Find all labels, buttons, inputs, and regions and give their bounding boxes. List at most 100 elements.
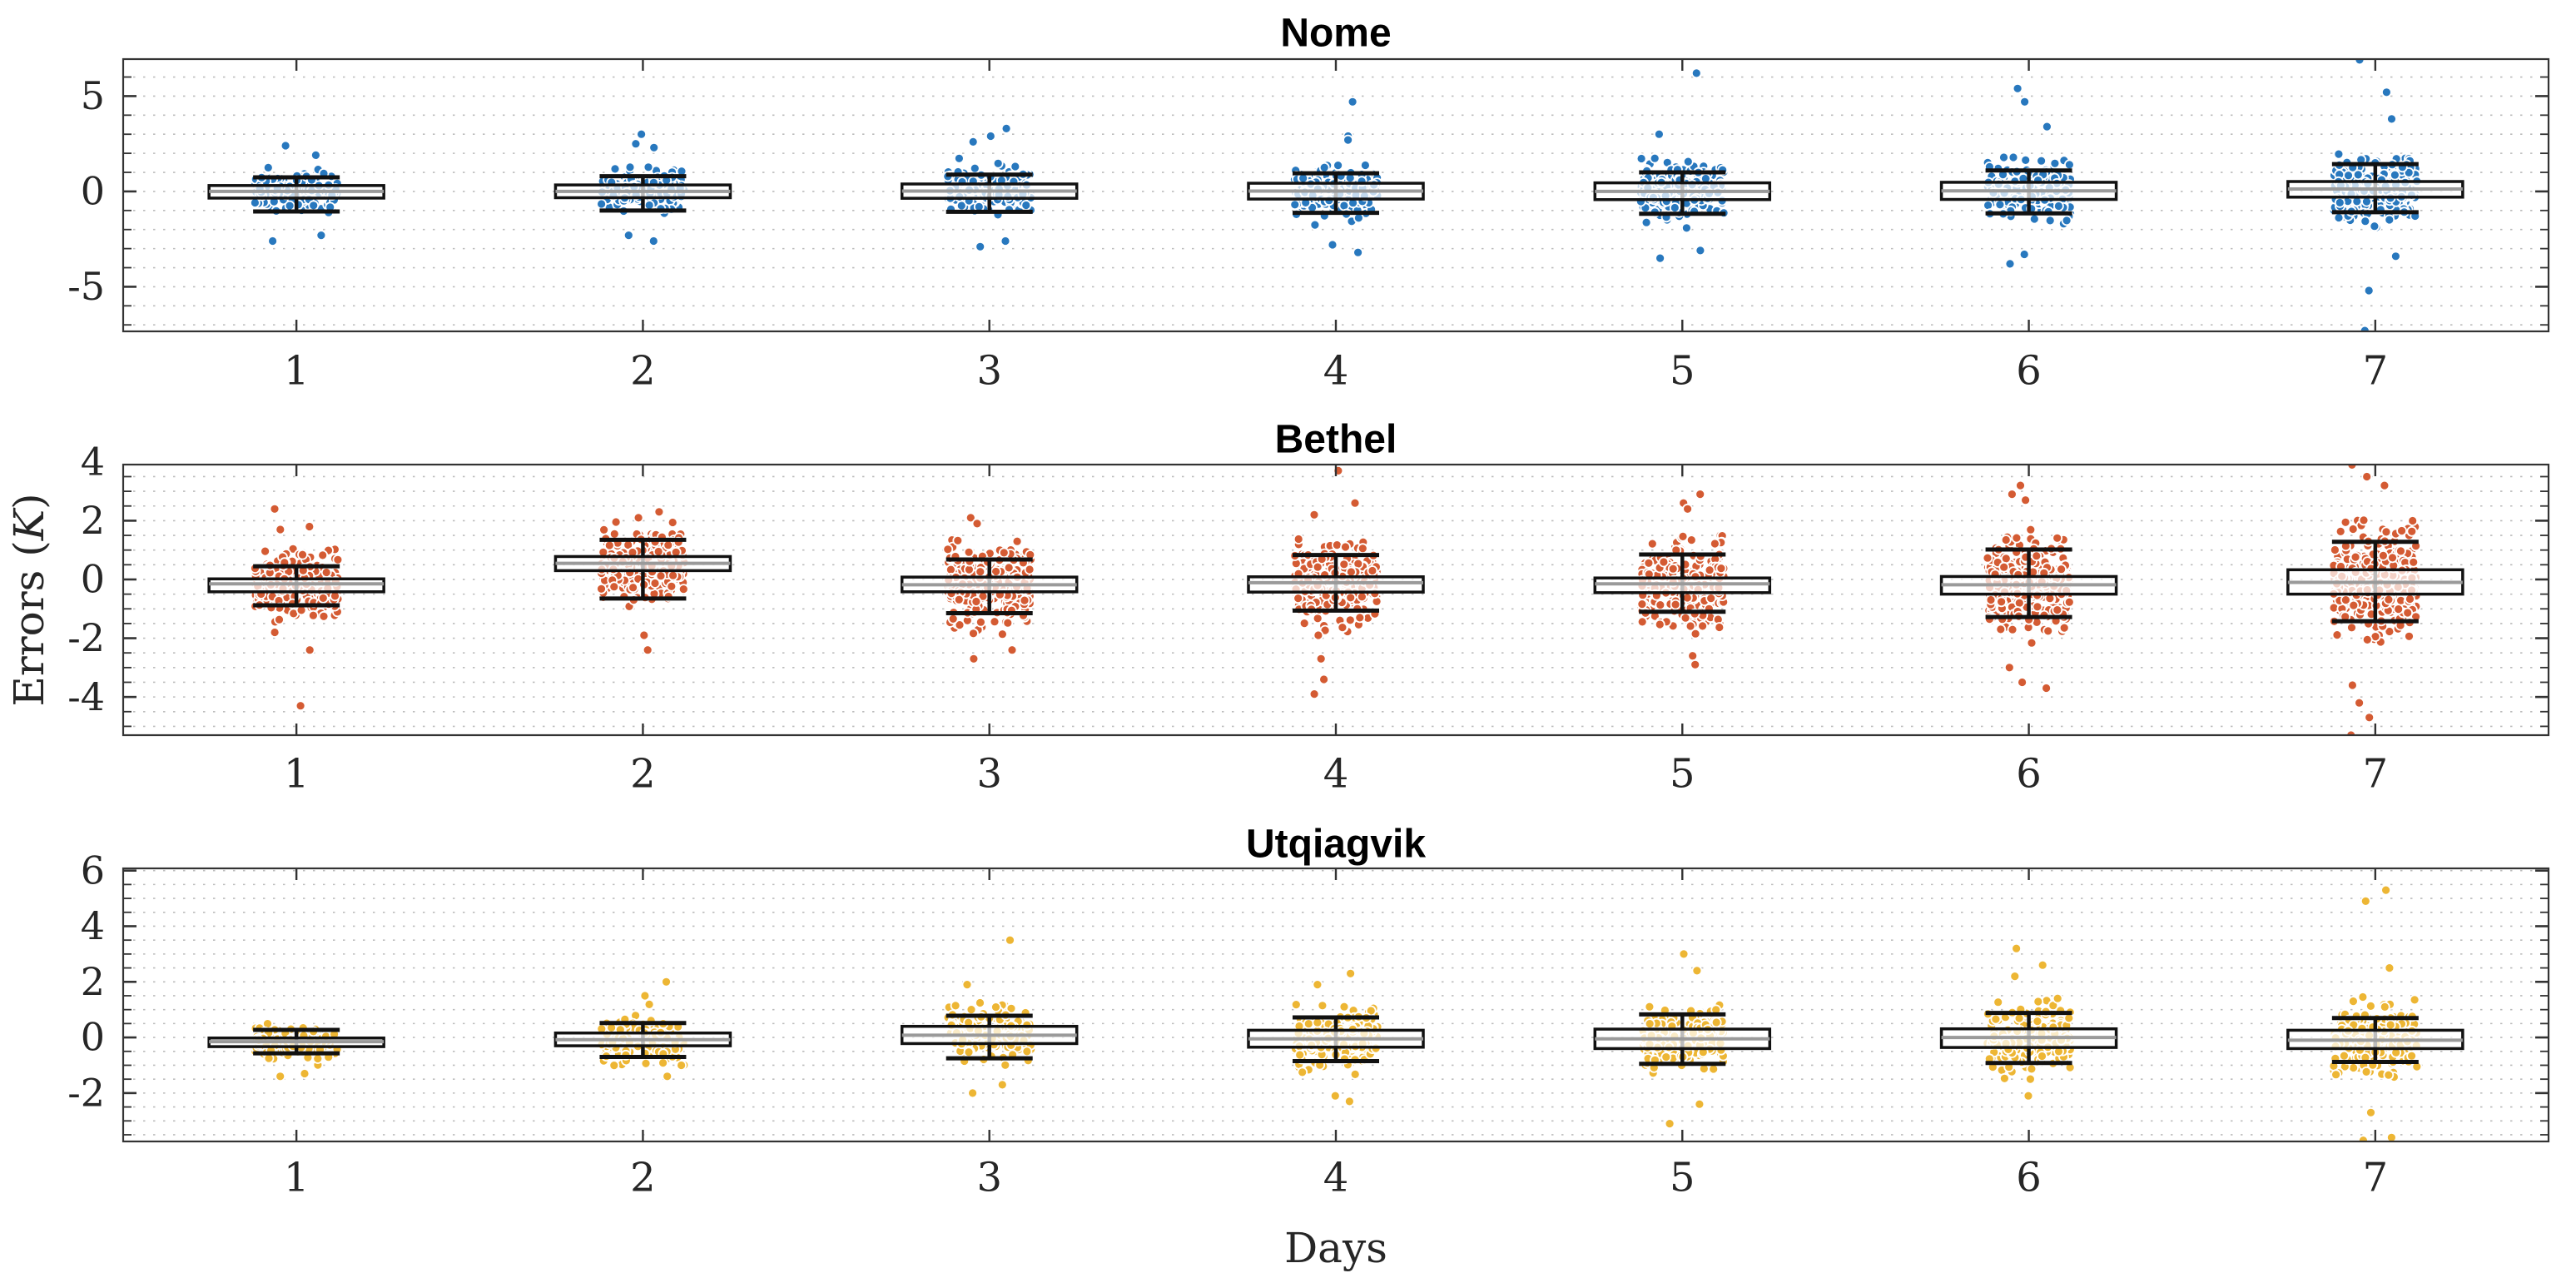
data-dot [1303, 1018, 1314, 1029]
outlier-dot [662, 1071, 673, 1082]
data-dot [975, 997, 985, 1008]
data-dot [1338, 559, 1350, 570]
data-dot [1704, 564, 1715, 576]
data-dot [1998, 561, 2010, 573]
data-dot [1714, 622, 1725, 633]
data-dot [2028, 213, 2040, 225]
data-dot [318, 610, 330, 622]
data-dot [1690, 628, 1701, 639]
data-dot [947, 613, 959, 624]
box-day-2 [553, 174, 732, 213]
data-dot [1338, 1001, 1350, 1012]
outlier-dot [1690, 67, 1702, 79]
data-dot [1677, 531, 1689, 542]
data-dot [954, 619, 965, 630]
outlier-dot [2354, 697, 2365, 709]
outlier-dot [2363, 285, 2375, 296]
data-dot [308, 200, 320, 211]
data-dot [1345, 592, 1357, 604]
outlier-dot [269, 503, 280, 515]
data-dot [953, 594, 965, 605]
data-dot [2020, 154, 2032, 166]
data-dot [1660, 1052, 1672, 1062]
data-dot [1983, 200, 1994, 211]
box-day-1 [207, 175, 385, 214]
data-dot [1346, 566, 1357, 578]
x-tick-label: 7 [2363, 751, 2389, 798]
data-dot [2396, 525, 2408, 536]
data-dot [2042, 625, 2054, 637]
data-dot [609, 163, 621, 175]
data-dot [1705, 593, 1717, 604]
y-tick-label: 0 [81, 557, 105, 602]
outlier-dot [275, 1071, 286, 1082]
data-dot [2350, 551, 2361, 563]
outlier-dot [2003, 662, 2015, 674]
x-tick-label: 2 [630, 348, 656, 395]
outlier-dot [653, 506, 665, 518]
box-day-6 [1939, 168, 2118, 216]
data-dot [1298, 618, 1310, 629]
outlier-dot [1000, 236, 1011, 246]
x-tick-label: 1 [284, 348, 310, 395]
y-tick-label: 4 [81, 439, 105, 484]
data-dot [332, 554, 344, 565]
outlier-dot [1344, 1096, 1355, 1107]
data-dot [643, 162, 654, 173]
data-dot [1985, 594, 1997, 605]
data-dot [1635, 153, 1647, 164]
x-tick-label: 7 [2363, 348, 2389, 395]
data-dot [1357, 591, 1367, 603]
outlier-dot [1678, 948, 1690, 960]
data-dot [998, 547, 1010, 559]
box-day-5 [1593, 552, 1772, 614]
data-dot [1337, 622, 1348, 633]
data-dot [274, 614, 285, 625]
data-dot [649, 578, 661, 589]
data-dot [2406, 525, 2418, 537]
outlier-dot [280, 140, 291, 152]
panel-title: Bethel [1275, 417, 1397, 461]
data-dot [2361, 634, 2373, 645]
outlier-dot [275, 524, 286, 535]
data-dot [2352, 169, 2364, 181]
outlier-dot [2386, 113, 2397, 125]
data-dot [2333, 148, 2345, 160]
outlier-dot [971, 518, 983, 530]
data-dot [950, 1000, 961, 1012]
data-dot [312, 1053, 324, 1064]
data-dot [2393, 604, 2405, 614]
data-dot [997, 629, 1008, 640]
data-dot [1636, 599, 1648, 609]
data-dot [1709, 538, 1720, 549]
data-dot [1312, 561, 1323, 573]
data-dot [2340, 594, 2351, 605]
data-dot [2052, 604, 2063, 615]
data-dot [2011, 532, 2023, 544]
data-dot [2031, 550, 2042, 562]
y-tick-label: -2 [67, 615, 105, 660]
data-dot [1340, 541, 1351, 553]
outlier-dot [2364, 712, 2375, 724]
data-dot [2025, 524, 2037, 535]
outlier-dot [968, 653, 980, 664]
data-dot [2061, 215, 2072, 226]
outlier-dot [1345, 967, 1356, 979]
data-dot [2052, 532, 2063, 544]
data-dot [1994, 199, 2006, 211]
data-dot [1317, 1000, 1328, 1012]
outlier-dot [985, 131, 996, 142]
data-dot [1643, 557, 1655, 569]
data-dot [260, 545, 271, 557]
data-dot [284, 200, 295, 211]
data-dot [653, 546, 664, 557]
data-dot [970, 596, 982, 607]
data-dot [1357, 543, 1368, 554]
data-dot [1658, 556, 1670, 568]
outlier-dot [1347, 96, 1358, 107]
outlier-dot [2361, 471, 2373, 482]
outlier-dot [1327, 239, 1338, 251]
data-dot [1290, 999, 1302, 1010]
data-dot [1293, 534, 1304, 545]
